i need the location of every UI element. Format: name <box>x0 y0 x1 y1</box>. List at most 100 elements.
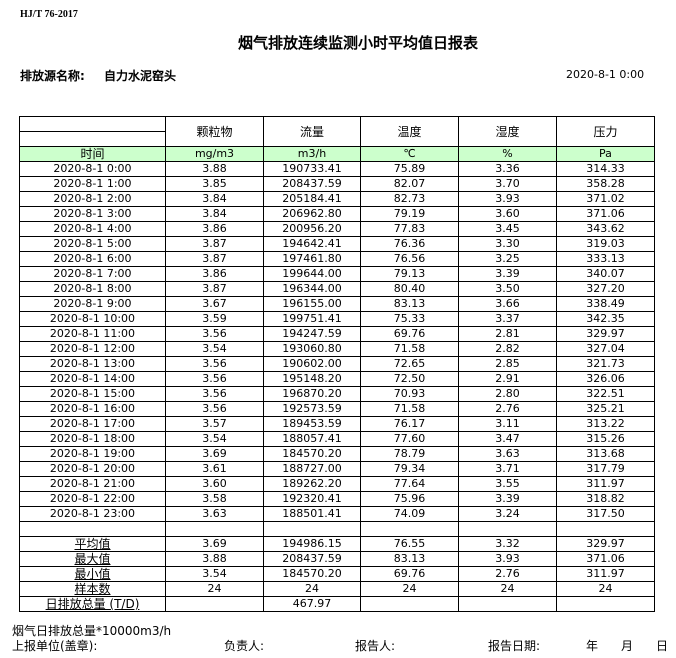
value-cell: 322.51 <box>556 386 655 402</box>
value-cell: 74.09 <box>360 506 459 522</box>
value-cell <box>360 596 459 612</box>
time-cell: 2020-8-1 18:00 <box>19 431 166 447</box>
time-cell: 2020-8-1 2:00 <box>19 191 166 207</box>
report-date: 2020-8-1 0:00 <box>566 68 645 81</box>
value-cell <box>360 521 459 537</box>
value-cell: 3.63 <box>458 446 557 462</box>
table-row: 2020-8-1 21:00 3.60 189262.20 77.64 3.55 311.… <box>19 476 655 492</box>
value-cell: 467.97 <box>263 596 361 612</box>
summary-label: 日排放总量 (T/D) <box>19 596 166 612</box>
value-cell: 3.56 <box>165 386 264 402</box>
value-cell: 3.86 <box>165 266 264 282</box>
value-cell: 3.36 <box>458 161 557 177</box>
time-cell: 2020-8-1 8:00 <box>19 281 166 297</box>
value-cell: 3.66 <box>458 296 557 312</box>
value-cell: 329.97 <box>556 326 655 342</box>
value-cell: 3.56 <box>165 326 264 342</box>
value-cell: 3.32 <box>458 536 557 552</box>
value-cell: 76.56 <box>360 251 459 267</box>
value-cell: 69.76 <box>360 326 459 342</box>
summary-label: 最大值 <box>19 551 166 567</box>
table-row: 2020-8-1 18:00 3.54 188057.41 77.60 3.47 315.… <box>19 431 655 447</box>
summary-label: 平均值 <box>19 536 166 552</box>
value-cell: 3.37 <box>458 311 557 327</box>
value-cell: 3.39 <box>458 491 557 507</box>
footer-year: 年 <box>586 639 599 653</box>
value-cell: 76.36 <box>360 236 459 252</box>
time-cell: 2020-8-1 23:00 <box>19 506 166 522</box>
time-cell: 2020-8-1 6:00 <box>19 251 166 267</box>
value-cell: 70.93 <box>360 386 459 402</box>
time-cell: 2020-8-1 21:00 <box>19 476 166 492</box>
table-row: 2020-8-1 12:00 3.54 193060.80 71.58 2.82 327.… <box>19 341 655 357</box>
column-header: 流量 <box>263 116 361 147</box>
value-cell: 72.50 <box>360 371 459 387</box>
value-cell: 3.30 <box>458 236 557 252</box>
table-row: 2020-8-1 7:00 3.86 199644.00 79.13 3.39 340.0… <box>19 266 655 282</box>
value-cell: 3.70 <box>458 176 557 192</box>
value-cell: 200956.20 <box>263 221 361 237</box>
value-cell: 3.45 <box>458 221 557 237</box>
column-header: 压力 <box>556 116 655 147</box>
time-cell: 2020-8-1 0:00 <box>19 161 166 177</box>
table-row: 2020-8-1 23:00 3.63 188501.41 74.09 3.24 317.… <box>19 506 655 522</box>
value-cell: 197461.80 <box>263 251 361 267</box>
value-cell <box>165 521 264 537</box>
value-cell: 317.50 <box>556 506 655 522</box>
value-cell: 208437.59 <box>263 551 361 567</box>
value-cell: 72.65 <box>360 356 459 372</box>
value-cell: 3.54 <box>165 341 264 357</box>
value-cell: 24 <box>458 581 557 597</box>
table-row: 2020-8-1 20:00 3.61 188727.00 79.34 3.71 317.… <box>19 461 655 477</box>
time-cell: 2020-8-1 9:00 <box>19 296 166 312</box>
value-cell: 3.59 <box>165 311 264 327</box>
value-cell: 326.06 <box>556 371 655 387</box>
time-cell: 2020-8-1 7:00 <box>19 266 166 282</box>
value-cell: 3.71 <box>458 461 557 477</box>
value-cell: 2.76 <box>458 401 557 417</box>
value-cell: 195148.20 <box>263 371 361 387</box>
table-row: 2020-8-1 4:00 3.86 200956.20 77.83 3.45 343.6… <box>19 221 655 237</box>
value-cell: 3.39 <box>458 266 557 282</box>
value-cell: 71.58 <box>360 401 459 417</box>
column-header: 温度 <box>360 116 459 147</box>
value-cell: 371.06 <box>556 551 655 567</box>
value-cell: 3.93 <box>458 551 557 567</box>
value-cell: 3.85 <box>165 176 264 192</box>
value-cell: 338.49 <box>556 296 655 312</box>
table-row: 2020-8-1 2:00 3.84 205184.41 82.73 3.93 371.0… <box>19 191 655 207</box>
source-label: 排放源名称: <box>20 69 85 83</box>
time-cell <box>19 521 166 537</box>
footer-unit-label: 上报单位(盖章): <box>12 639 98 653</box>
value-cell: 3.56 <box>165 401 264 417</box>
header-blank-bottom <box>19 131 166 147</box>
header-blank-top <box>19 116 166 132</box>
value-cell: 3.55 <box>458 476 557 492</box>
value-cell: 71.58 <box>360 341 459 357</box>
table-row: 2020-8-1 6:00 3.87 197461.80 76.56 3.25 333.1… <box>19 251 655 267</box>
value-cell: 3.25 <box>458 251 557 267</box>
value-cell: 3.24 <box>458 506 557 522</box>
value-cell: 184570.20 <box>263 446 361 462</box>
table-row: 2020-8-1 8:00 3.87 196344.00 80.40 3.50 327.2… <box>19 281 655 297</box>
summary-row: 日排放总量 (T/D) 467.97 <box>19 596 655 612</box>
value-cell: 75.96 <box>360 491 459 507</box>
standard-code: HJ/T 76-2017 <box>20 9 78 20</box>
value-cell <box>556 596 655 612</box>
value-cell: 3.57 <box>165 416 264 432</box>
value-cell: 3.50 <box>458 281 557 297</box>
value-cell <box>458 596 557 612</box>
table-row: 2020-8-1 11:00 3.56 194247.59 69.76 2.81 329.… <box>19 326 655 342</box>
value-cell: 188057.41 <box>263 431 361 447</box>
value-cell: 311.97 <box>556 476 655 492</box>
value-cell: 2.81 <box>458 326 557 342</box>
value-cell: 194247.59 <box>263 326 361 342</box>
table-row: 2020-8-1 22:00 3.58 192320.41 75.96 3.39 318.… <box>19 491 655 507</box>
value-cell: 3.63 <box>165 506 264 522</box>
value-cell: 194986.15 <box>263 536 361 552</box>
value-cell: 24 <box>263 581 361 597</box>
value-cell: 2.85 <box>458 356 557 372</box>
value-cell: 76.55 <box>360 536 459 552</box>
value-cell: 2.76 <box>458 566 557 582</box>
footer-reporter-label: 报告人: <box>355 639 396 653</box>
